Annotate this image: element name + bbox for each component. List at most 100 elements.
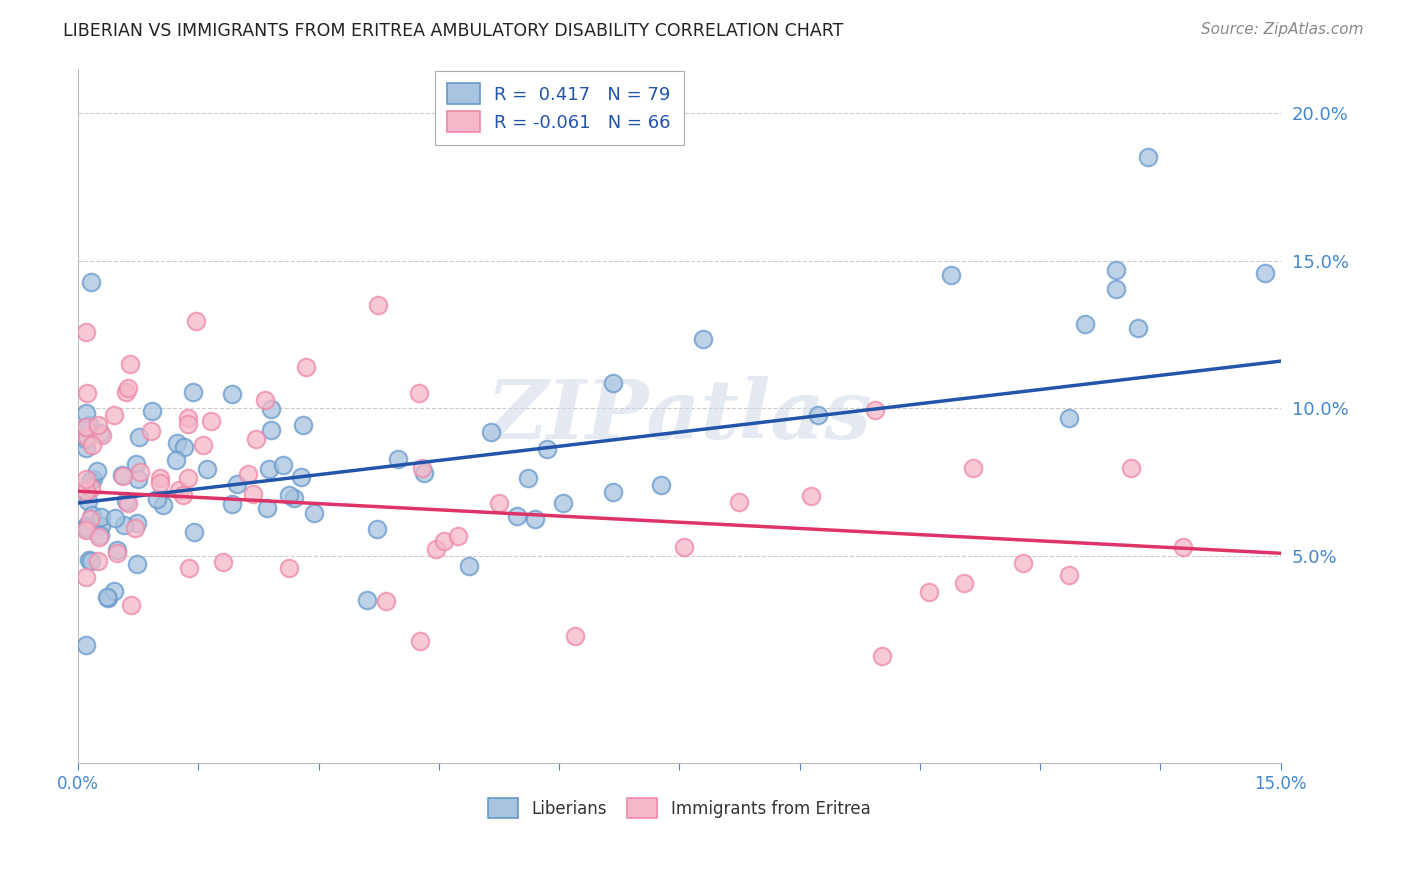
Point: [80, 554, 103, 568]
Text: Source: ZipAtlas.com: Source: ZipAtlas.com: [1201, 22, 1364, 37]
Point: [195, 461, 218, 475]
Point: [488, 496, 510, 510]
Point: [77, 417, 100, 432]
Text: LIBERIAN VS IMMIGRANTS FROM ERITREA AMBULATORY DISABILITY CORRELATION CHART: LIBERIAN VS IMMIGRANTS FROM ERITREA AMBU…: [63, 22, 844, 40]
Point: [516, 471, 538, 485]
Point: [75, 325, 97, 339]
Point: [1173, 540, 1195, 554]
Point: [76, 493, 98, 508]
Point: [75, 432, 97, 446]
Point: [139, 424, 162, 438]
Point: [117, 380, 139, 394]
Point: [602, 376, 624, 391]
Point: [79, 474, 101, 488]
Point: [90, 519, 112, 533]
Point: [356, 593, 378, 607]
Point: [277, 561, 299, 575]
Point: [141, 404, 163, 418]
Point: [387, 451, 409, 466]
Point: [375, 594, 398, 608]
Point: [129, 465, 152, 479]
Point: [1105, 282, 1128, 296]
Point: [564, 629, 586, 643]
Point: [124, 520, 146, 534]
Point: [80, 481, 103, 495]
Point: [245, 432, 267, 446]
Point: [177, 561, 200, 575]
Point: [97, 591, 120, 605]
Point: [1057, 568, 1080, 582]
Point: [728, 495, 751, 509]
Point: [167, 483, 190, 497]
Point: [807, 408, 830, 422]
Point: [90, 428, 112, 442]
Point: [412, 466, 434, 480]
Point: [82, 508, 104, 523]
Point: [75, 472, 97, 486]
Point: [125, 557, 148, 571]
Text: ZIPatlas: ZIPatlas: [486, 376, 872, 456]
Point: [111, 469, 134, 483]
Point: [125, 516, 148, 530]
Point: [433, 533, 456, 548]
Point: [302, 506, 325, 520]
Point: [181, 385, 204, 400]
Point: [953, 576, 976, 591]
Legend: Liberians, Immigrants from Eritrea: Liberians, Immigrants from Eritrea: [482, 792, 877, 824]
Point: [411, 461, 433, 475]
Point: [918, 585, 941, 599]
Point: [118, 357, 141, 371]
Point: [90, 510, 112, 524]
Point: [962, 460, 984, 475]
Point: [75, 484, 97, 499]
Point: [103, 408, 125, 422]
Point: [523, 512, 546, 526]
Point: [863, 402, 886, 417]
Point: [77, 553, 100, 567]
Point: [800, 489, 823, 503]
Point: [76, 386, 98, 401]
Point: [86, 464, 108, 478]
Point: [290, 470, 312, 484]
Point: [650, 477, 672, 491]
Point: [271, 458, 294, 472]
Point: [253, 393, 276, 408]
Point: [211, 555, 233, 569]
Point: [172, 488, 194, 502]
Point: [103, 584, 125, 599]
Point: [104, 510, 127, 524]
Point: [458, 558, 481, 573]
Point: [446, 528, 468, 542]
Point: [294, 359, 316, 374]
Point: [260, 401, 283, 416]
Point: [111, 468, 134, 483]
Point: [82, 438, 104, 452]
Point: [128, 430, 150, 444]
Point: [408, 386, 430, 401]
Point: [221, 497, 243, 511]
Point: [176, 411, 198, 425]
Point: [692, 332, 714, 346]
Point: [117, 496, 139, 510]
Point: [408, 634, 430, 648]
Point: [425, 542, 447, 557]
Point: [173, 440, 195, 454]
Point: [89, 425, 111, 440]
Point: [76, 430, 98, 444]
Point: [75, 570, 97, 584]
Point: [75, 638, 97, 652]
Point: [149, 476, 172, 491]
Point: [1136, 150, 1159, 164]
Point: [75, 420, 97, 434]
Point: [225, 477, 247, 491]
Point: [479, 425, 502, 440]
Point: [177, 417, 200, 431]
Point: [939, 268, 962, 283]
Point: [127, 472, 149, 486]
Point: [87, 530, 110, 544]
Point: [257, 462, 280, 476]
Point: [242, 487, 264, 501]
Point: [87, 554, 110, 568]
Point: [191, 438, 214, 452]
Point: [75, 419, 97, 434]
